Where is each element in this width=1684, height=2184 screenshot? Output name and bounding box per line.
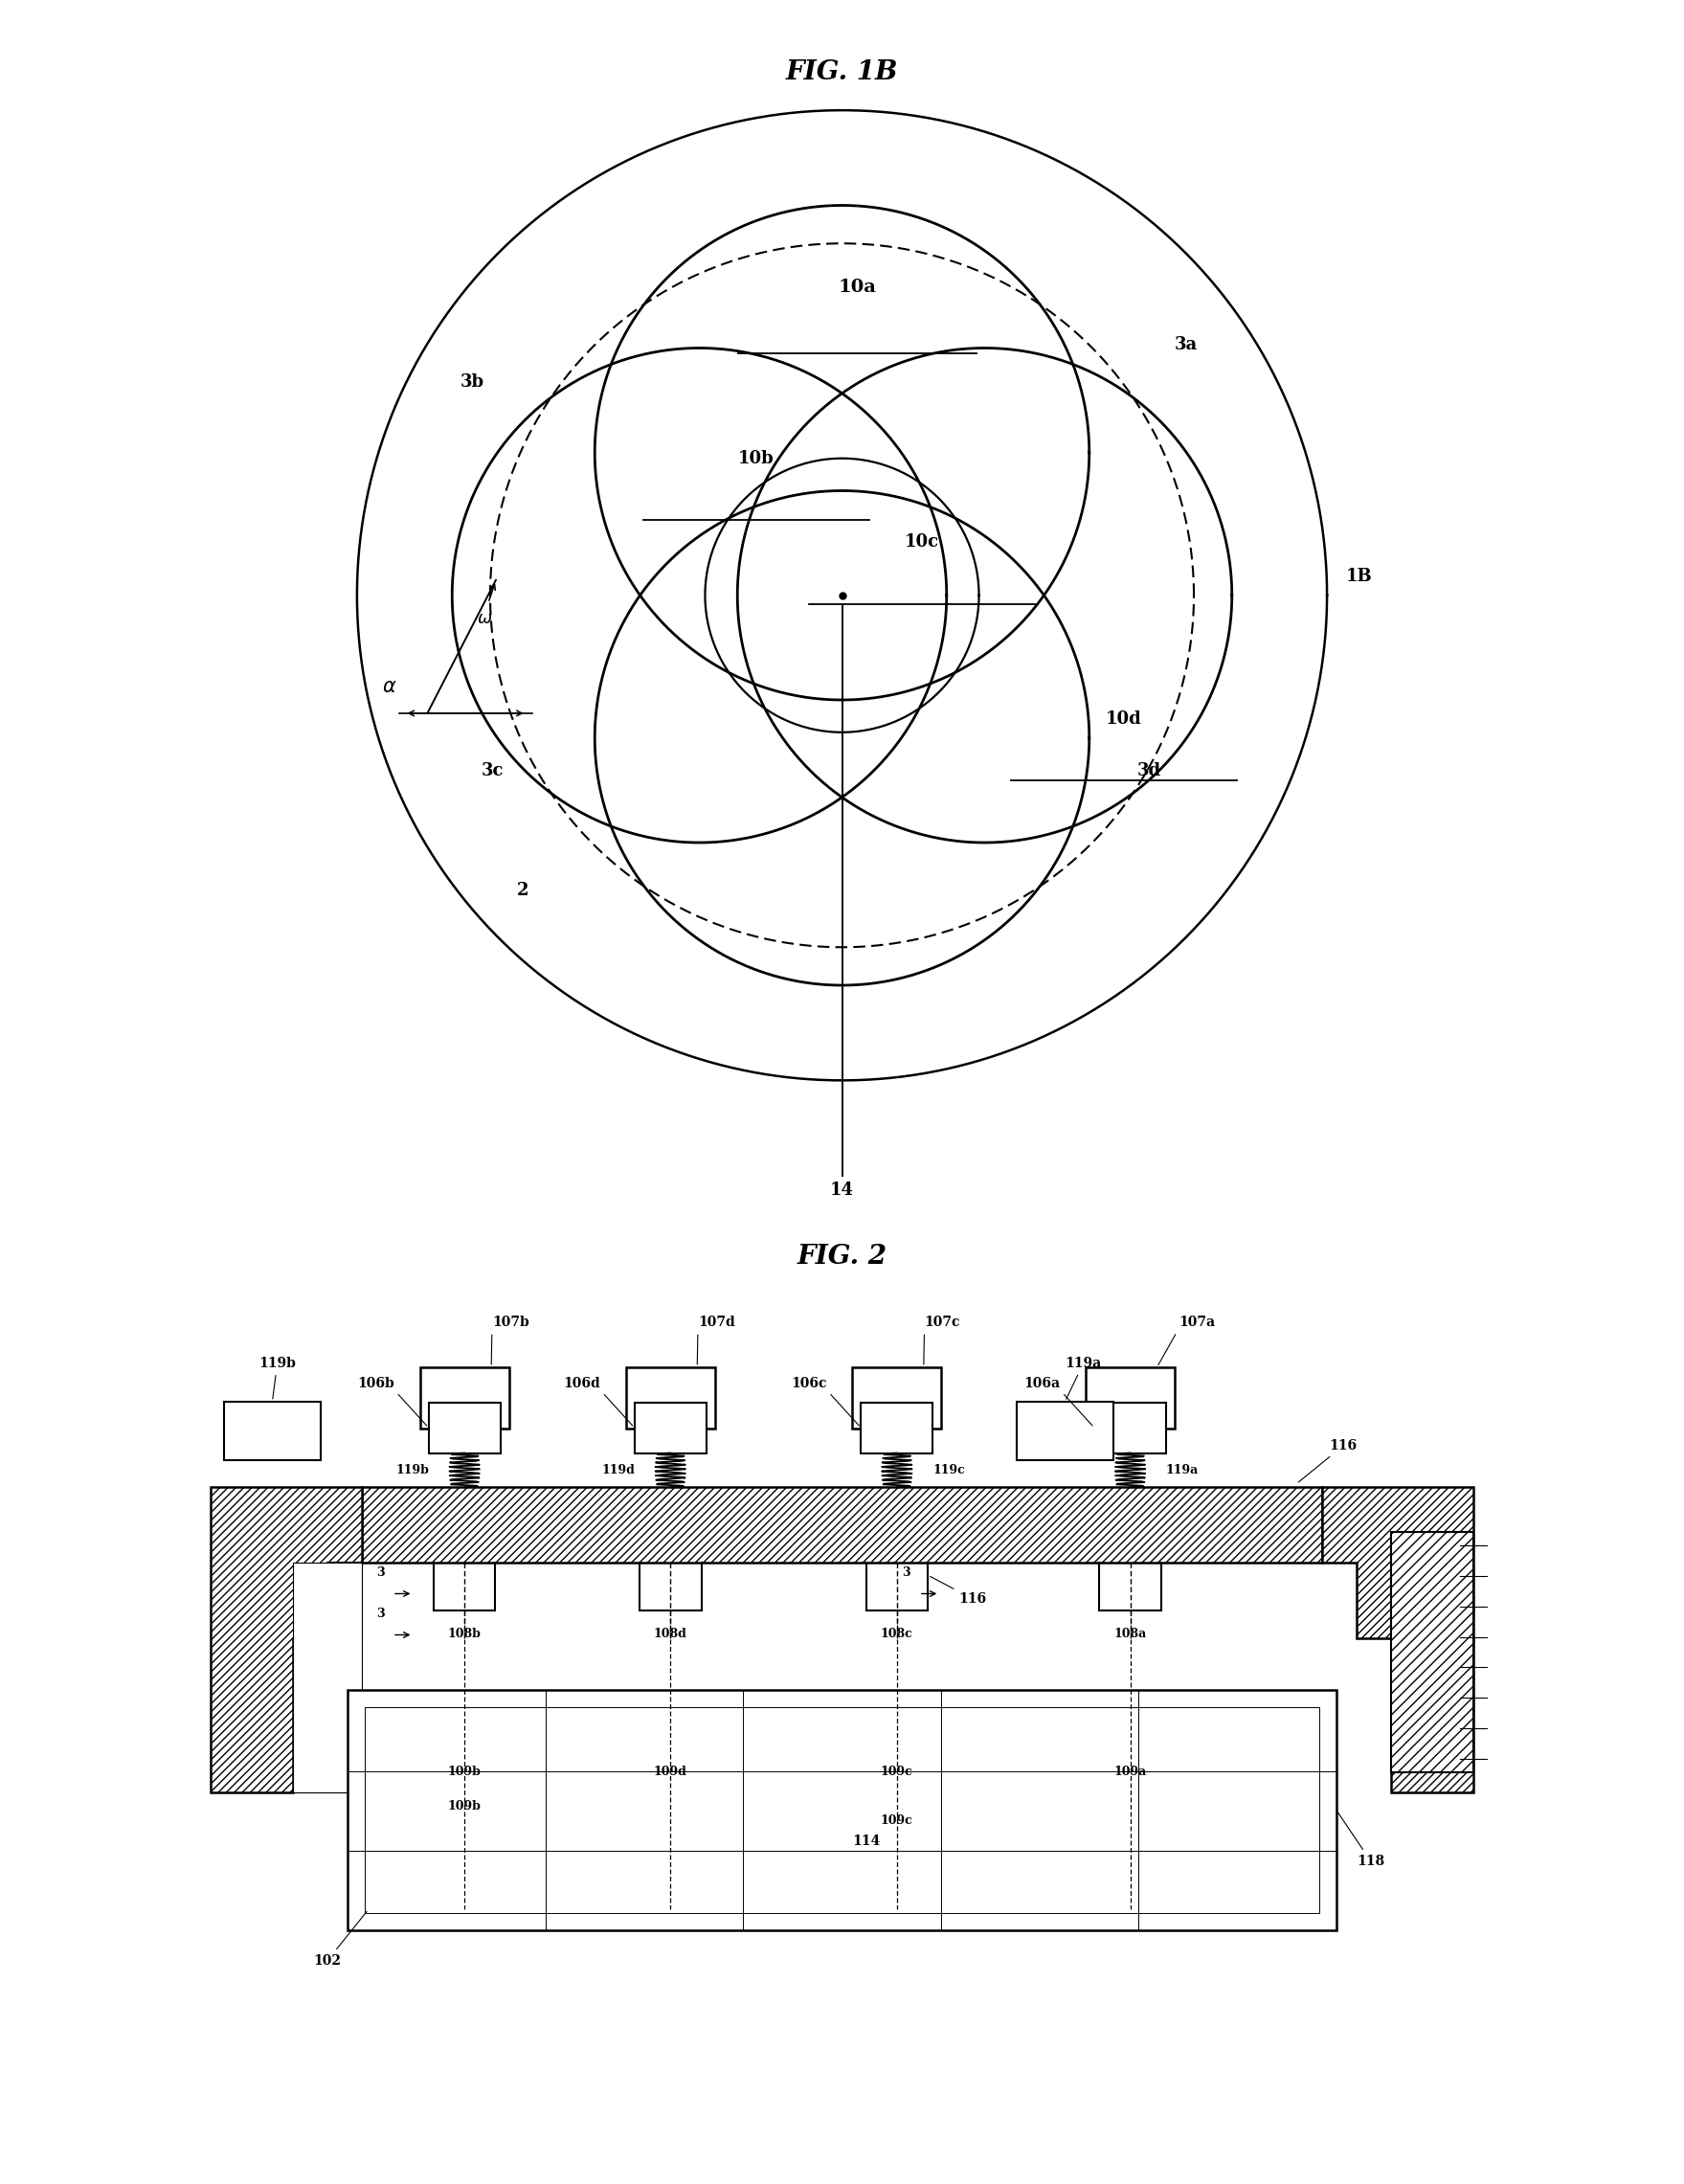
Polygon shape [419, 1367, 509, 1428]
Text: 2: 2 [517, 882, 529, 900]
Text: 1B: 1B [1346, 568, 1372, 585]
Text: 10b: 10b [738, 450, 775, 467]
Text: 109d: 109d [653, 1767, 687, 1778]
Polygon shape [852, 1367, 941, 1428]
Text: FIG. 2: FIG. 2 [797, 1243, 887, 1269]
Text: 109b: 109b [448, 1800, 482, 1813]
Text: 109b: 109b [448, 1767, 482, 1778]
Text: 14: 14 [830, 1182, 854, 1199]
Text: 3: 3 [376, 1607, 384, 1621]
Polygon shape [327, 1564, 362, 1638]
Polygon shape [1086, 1367, 1175, 1428]
Text: 102: 102 [313, 1911, 367, 1968]
Polygon shape [861, 1402, 933, 1452]
Polygon shape [293, 1564, 362, 1793]
Text: $\alpha$: $\alpha$ [382, 677, 397, 697]
Text: 10c: 10c [904, 533, 940, 550]
Polygon shape [626, 1367, 716, 1428]
Text: 10a: 10a [839, 280, 876, 295]
Text: 106b: 106b [357, 1376, 426, 1426]
Text: 107a: 107a [1159, 1317, 1214, 1365]
Polygon shape [428, 1402, 500, 1452]
Text: 3a: 3a [1175, 336, 1197, 354]
Polygon shape [1017, 1402, 1113, 1459]
Text: 107c: 107c [925, 1317, 960, 1365]
Polygon shape [224, 1402, 320, 1459]
Text: 3: 3 [903, 1566, 911, 1579]
Text: 106a: 106a [1024, 1376, 1093, 1426]
Text: 114: 114 [852, 1835, 881, 1848]
Polygon shape [349, 1690, 1335, 1931]
Text: 106c: 106c [791, 1376, 859, 1426]
Text: 10d: 10d [1105, 710, 1142, 727]
Text: 116: 116 [930, 1577, 987, 1605]
Text: 109c: 109c [881, 1767, 913, 1778]
Polygon shape [1322, 1487, 1474, 1793]
Text: 119b: 119b [259, 1356, 296, 1400]
Polygon shape [635, 1402, 707, 1452]
Polygon shape [1391, 1531, 1474, 1771]
Polygon shape [1095, 1402, 1167, 1452]
Text: FIG. 1B: FIG. 1B [786, 59, 898, 85]
Text: 106d: 106d [562, 1376, 633, 1426]
Text: 108d: 108d [653, 1627, 687, 1640]
Text: 119b: 119b [396, 1463, 429, 1476]
Text: 109c: 109c [881, 1815, 913, 1826]
Text: 107b: 107b [492, 1317, 529, 1365]
Text: 109a: 109a [1113, 1767, 1147, 1778]
Text: 116: 116 [1298, 1439, 1357, 1483]
Text: 107d: 107d [697, 1317, 734, 1365]
Text: $\omega$: $\omega$ [477, 609, 492, 627]
Text: 119a: 119a [1165, 1463, 1199, 1476]
FancyBboxPatch shape [362, 1487, 1322, 1564]
Text: 3b: 3b [460, 373, 485, 391]
Text: 108b: 108b [448, 1627, 482, 1640]
Polygon shape [210, 1487, 362, 1793]
Text: 119d: 119d [601, 1463, 635, 1476]
Text: 119c: 119c [933, 1463, 965, 1476]
Text: 118: 118 [1337, 1813, 1384, 1867]
Text: 108a: 108a [1113, 1627, 1147, 1640]
Text: 108c: 108c [881, 1627, 913, 1640]
Text: 3d: 3d [1137, 762, 1160, 780]
Text: 3c: 3c [482, 762, 504, 780]
Text: 119a: 119a [1064, 1356, 1101, 1400]
Text: 3: 3 [376, 1566, 384, 1579]
